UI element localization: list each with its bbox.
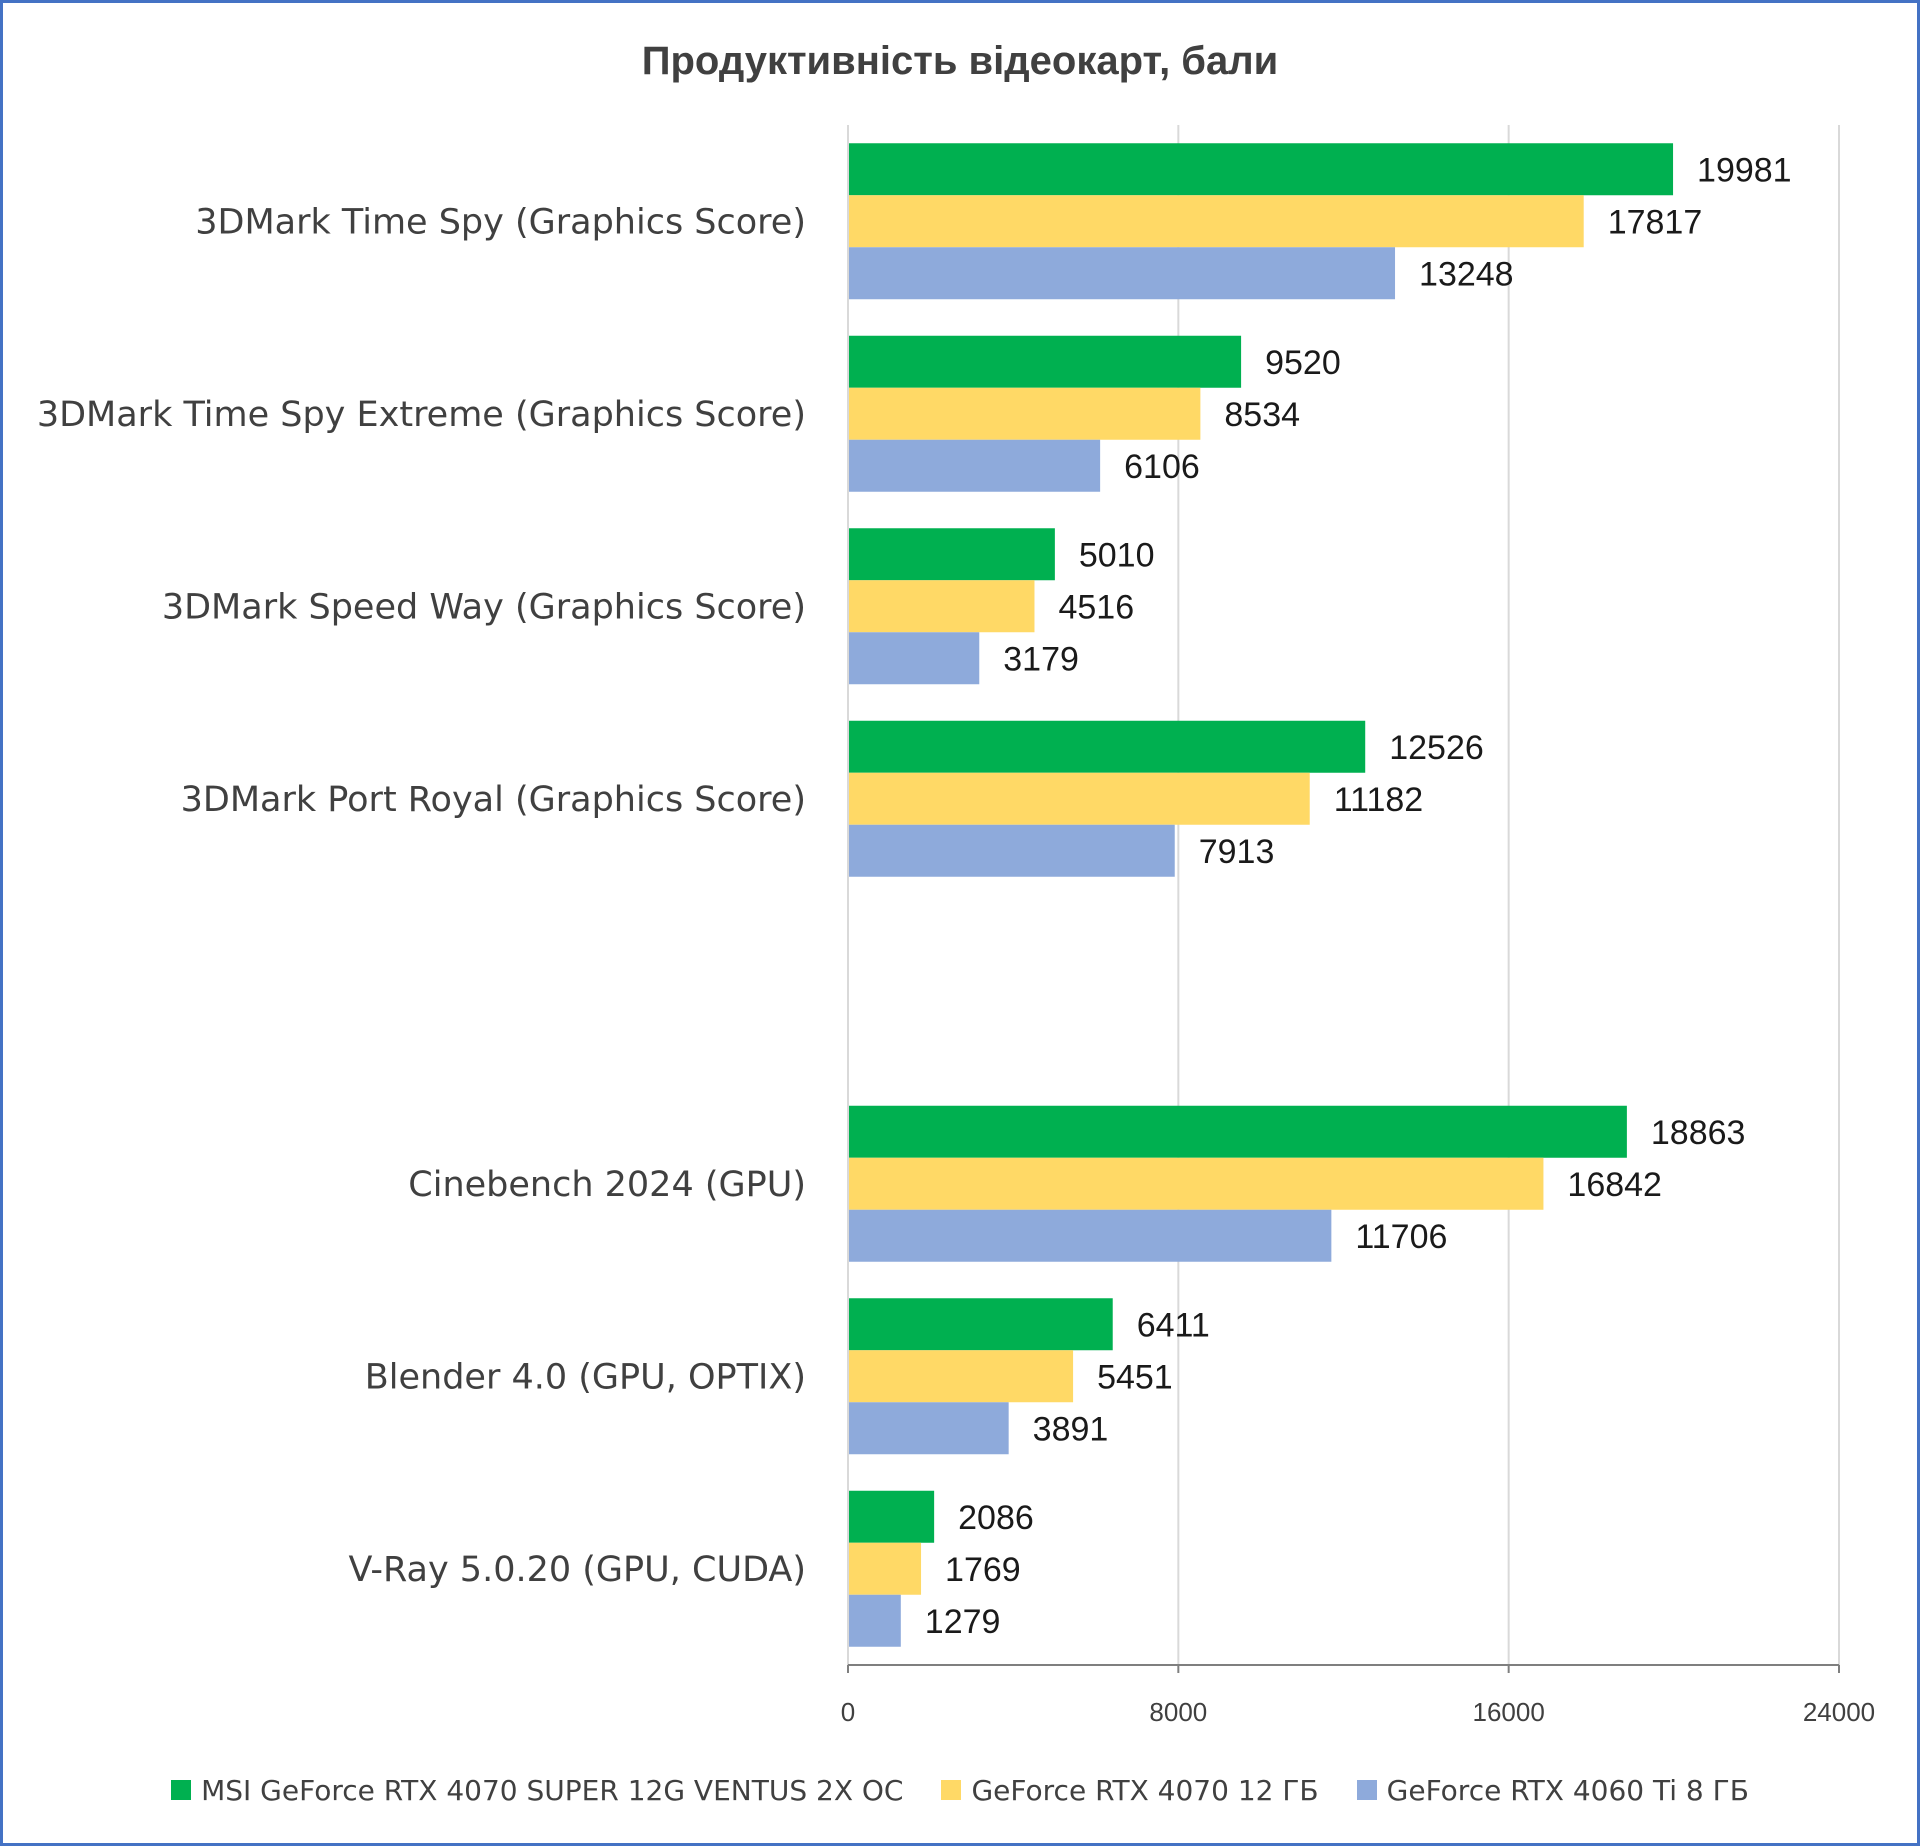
data-label: 1279 [925,1603,1001,1641]
bar [848,387,1201,440]
data-label: 2086 [958,1499,1034,1537]
category-label: Cinebench 2024 (GPU) [408,1165,806,1205]
legend: MSI GeForce RTX 4070 SUPER 12G VENTUS 2X… [3,1770,1917,1810]
data-label: 7913 [1199,833,1275,871]
data-label: 17817 [1608,203,1703,241]
bar [848,580,1035,633]
x-tick-label: 8000 [1149,1697,1207,1727]
data-label: 9520 [1265,344,1341,382]
bar [848,1402,1009,1455]
data-label: 16842 [1567,1166,1662,1204]
legend-label-series-1: GeForce RTX 4070 12 ГБ [971,1773,1319,1807]
data-label: 6106 [1124,448,1200,486]
bar [848,1350,1074,1403]
data-label: 8534 [1224,396,1300,434]
legend-item-series-0: MSI GeForce RTX 4070 SUPER 12G VENTUS 2X… [171,1774,903,1807]
category-label: 3DMark Port Royal (Graphics Score) [181,780,806,820]
x-tick-label: 24000 [1803,1697,1875,1727]
bar [848,720,1366,773]
chart-title: Продуктивність відеокарт, бали [641,39,1279,83]
bar [848,1157,1544,1210]
bar [848,1542,922,1595]
legend-swatch-series-2 [1356,1780,1377,1800]
data-label: 6411 [1137,1306,1210,1344]
legend-swatch-series-0 [171,1780,192,1800]
legend-label-series-2: GeForce RTX 4060 Ti 8 ГБ [1386,1773,1749,1807]
legend-swatch-series-1 [941,1780,962,1800]
bar [848,528,1055,581]
bar [848,439,1101,492]
category-label: Blender 4.0 (GPU, OPTIX) [365,1357,806,1397]
data-label: 3179 [1003,640,1079,678]
x-tick-label: 0 [841,1697,855,1727]
category-label: V-Ray 5.0.20 (GPU, CUDA) [348,1550,806,1590]
legend-label-series-0: MSI GeForce RTX 4070 SUPER 12G VENTUS 2X… [201,1773,904,1807]
data-label: 13248 [1419,255,1514,293]
bar [848,1105,1627,1158]
category-label: 3DMark Time Spy Extreme (Graphics Score) [37,395,806,435]
data-label: 3891 [1033,1410,1109,1448]
legend-item-series-1: GeForce RTX 4070 12 ГБ [941,1773,1319,1807]
legend-item-series-2: GeForce RTX 4060 Ti 8 ГБ [1356,1773,1749,1807]
bar [848,1298,1113,1351]
data-label: 18863 [1651,1114,1746,1152]
data-label: 1769 [945,1551,1021,1589]
x-tick-label: 16000 [1473,1697,1545,1727]
bar [848,1594,901,1647]
bar [848,335,1242,388]
bar [848,1209,1332,1262]
data-label: 4516 [1058,588,1134,626]
data-label: 5451 [1097,1358,1173,1396]
bar [848,772,1310,825]
bar [848,824,1175,877]
bar [848,195,1584,248]
category-label: 3DMark Speed Way (Graphics Score) [162,587,806,627]
data-label: 19981 [1697,151,1792,189]
category-label: 3DMark Time Spy (Graphics Score) [195,202,806,242]
data-label: 5010 [1079,536,1155,574]
data-label: 11182 [1334,781,1424,819]
bar [848,632,980,685]
data-label: 11706 [1355,1218,1447,1256]
data-label: 12526 [1389,729,1484,767]
bar-chart: 0 8000 16000 24000 19981 9520 5010 12526 18863 64… [37,125,1875,1727]
bar [848,143,1674,196]
bar [848,1490,935,1543]
bar [848,247,1396,300]
